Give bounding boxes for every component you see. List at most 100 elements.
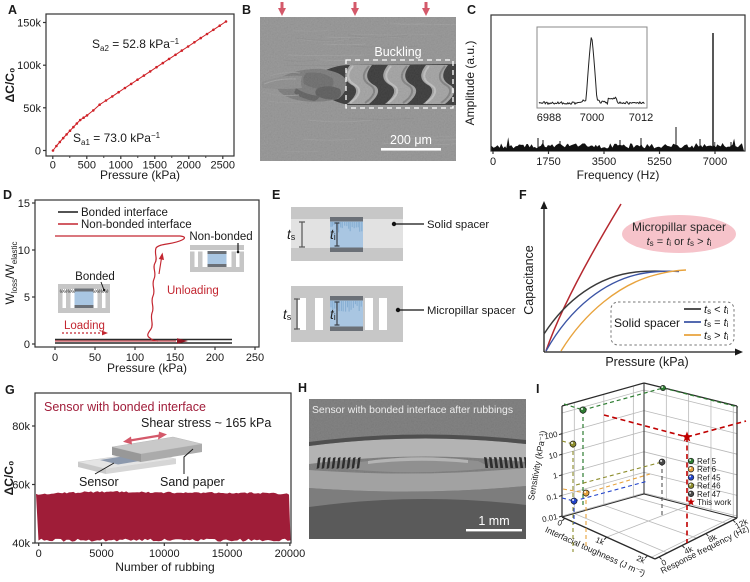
svg-text:Sa1 = 73.0 kPa−1: Sa1 = 73.0 kPa−1 [73,131,161,147]
svg-text:Ref 45: Ref 45 [697,473,721,482]
svg-text:Bonded: Bonded [75,271,115,283]
svg-text:ts < ti: ts < ti [704,304,729,316]
svg-text:ti: ti [330,307,336,322]
svg-text:80k: 80k [12,421,30,433]
svg-text:ωω: ωω [68,288,76,294]
svg-text:Solid spacer: Solid spacer [427,219,489,231]
svg-text:Amplitude (a.u.): Amplitude (a.u.) [463,41,477,126]
svg-text:This work: This work [697,498,732,507]
svg-text:1 mm: 1 mm [478,514,509,528]
svg-text:60k: 60k [12,480,30,492]
svg-text:Shear stress ~ 165 kPa: Shear stress ~ 165 kPa [141,416,271,430]
svg-text:0.1: 0.1 [546,491,559,502]
svg-text:5000: 5000 [89,548,113,560]
svg-text:0: 0 [556,518,564,528]
svg-text:ts: ts [283,307,292,322]
svg-text:C: C [467,3,476,17]
svg-text:0: 0 [52,352,58,364]
svg-text:Pressure (kPa): Pressure (kPa) [605,355,688,369]
svg-text:ΔC/C₀: ΔC/C₀ [2,461,16,496]
svg-text:ts = ti or ts > ti: ts = ti or ts > ti [647,236,712,248]
svg-text:Ref 47: Ref 47 [697,490,721,499]
svg-text:F: F [519,188,527,202]
svg-text:150k: 150k [17,18,41,30]
svg-text:100: 100 [543,430,558,442]
svg-text:1750: 1750 [536,156,560,168]
svg-text:15: 15 [18,198,30,210]
svg-text:Sensor: Sensor [79,475,119,489]
svg-text:Bonded interface: Bonded interface [81,207,168,219]
svg-text:0: 0 [24,339,30,351]
svg-text:50k: 50k [23,103,41,115]
svg-text:A: A [8,3,17,17]
svg-text:5250: 5250 [647,156,671,168]
svg-text:G: G [5,383,15,397]
svg-text:Ref 6: Ref 6 [697,465,717,474]
svg-text:Pressure (kPa): Pressure (kPa) [100,168,180,182]
svg-text:Wloss/Welastic: Wloss/Welastic [3,242,19,305]
svg-text:Sensor with bonded interface: Sensor with bonded interface [44,400,206,414]
svg-text:Pressure (kPa): Pressure (kPa) [107,361,187,375]
svg-text:ts: ts [287,227,296,242]
svg-text:Solid spacer: Solid spacer [614,316,680,330]
svg-text:50: 50 [89,352,101,364]
svg-text:ti: ti [330,227,336,242]
svg-text:15000: 15000 [212,548,243,560]
svg-text:500: 500 [78,160,96,172]
svg-text:2500: 2500 [211,160,235,172]
svg-text:ts = ti: ts = ti [704,317,729,329]
svg-text:Buckling: Buckling [374,45,421,59]
svg-text:Non-bonded interface: Non-bonded interface [81,219,192,231]
svg-text:ΔC/C₀: ΔC/C₀ [3,68,17,103]
svg-text:1000: 1000 [109,160,133,172]
svg-text:250: 250 [246,352,264,364]
svg-text:10: 10 [18,245,30,257]
svg-text:E: E [272,188,280,202]
svg-text:10000: 10000 [149,548,180,560]
svg-text:200 μm: 200 μm [390,133,432,147]
svg-text:150: 150 [166,352,184,364]
svg-text:5: 5 [24,292,30,304]
svg-text:20000: 20000 [275,548,306,560]
svg-text:0: 0 [50,160,56,172]
svg-text:Micropillar spacer: Micropillar spacer [427,305,516,317]
svg-text:I: I [536,382,539,396]
svg-text:6988: 6988 [537,112,561,124]
svg-text:7012: 7012 [629,112,653,124]
svg-text:Frequency (Hz): Frequency (Hz) [577,168,660,182]
svg-text:ts > ti: ts > ti [704,330,729,342]
svg-text:Non-bonded: Non-bonded [189,231,252,243]
svg-text:7000: 7000 [703,156,727,168]
svg-text:Number of rubbing: Number of rubbing [115,560,214,574]
svg-text:Sensitivity (kPa⁻¹): Sensitivity (kPa⁻¹) [526,430,548,501]
svg-text:Unloading: Unloading [167,285,219,297]
svg-text:40k: 40k [12,538,30,550]
svg-text:1: 1 [552,471,559,481]
svg-text:0: 0 [660,557,669,567]
svg-text:ωω: ωω [60,288,68,294]
svg-text:Loading: Loading [64,320,105,332]
svg-text:Ref 46: Ref 46 [697,482,721,491]
svg-text:Capacitance: Capacitance [522,245,536,315]
svg-text:Sensor with bonded interface a: Sensor with bonded interface after rubbi… [312,405,513,416]
svg-text:B: B [242,3,251,17]
svg-text:2000: 2000 [177,160,201,172]
svg-text:1500: 1500 [143,160,167,172]
svg-text:ωω: ωω [101,288,109,294]
svg-text:10: 10 [548,450,559,461]
svg-text:100: 100 [126,352,144,364]
svg-text:7000: 7000 [580,112,604,124]
svg-text:Sa2 = 52.8 kPa−1: Sa2 = 52.8 kPa−1 [92,37,180,53]
svg-text:0: 0 [35,146,41,158]
svg-text:100k: 100k [17,60,41,72]
svg-text:0: 0 [36,548,42,560]
svg-text:D: D [3,188,12,202]
svg-text:Ref 5: Ref 5 [697,457,717,466]
svg-text:3500: 3500 [592,156,616,168]
svg-text:0: 0 [490,156,496,168]
svg-text:H: H [298,381,307,395]
svg-text:Micropillar spacer: Micropillar spacer [632,220,726,234]
svg-text:200: 200 [206,352,224,364]
svg-text:ωω: ωω [93,288,101,294]
svg-text:0.01: 0.01 [541,512,559,524]
